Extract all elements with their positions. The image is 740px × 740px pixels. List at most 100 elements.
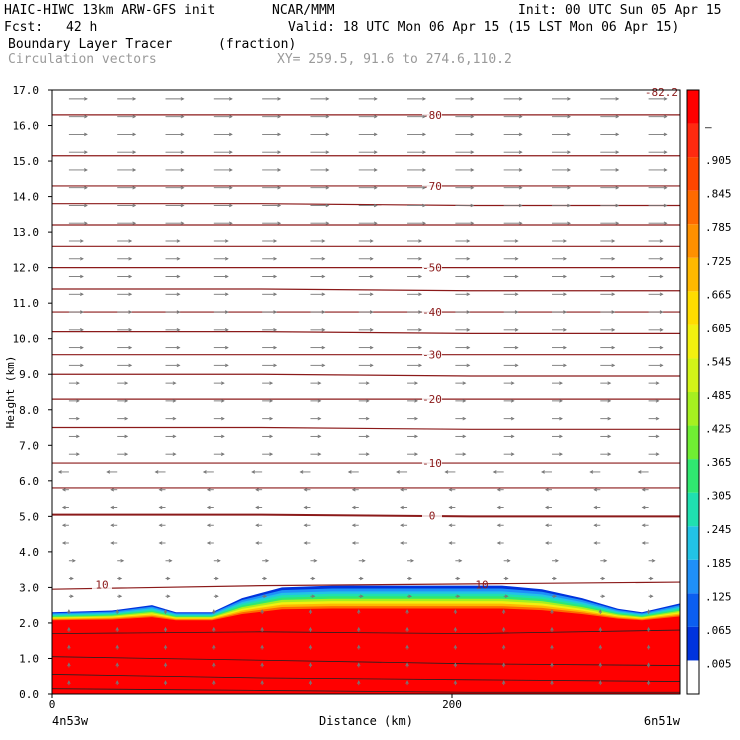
vector-head xyxy=(206,505,211,510)
vector-head xyxy=(351,505,356,510)
vector-head xyxy=(567,150,571,154)
vector-head xyxy=(514,363,519,368)
vector-head xyxy=(356,626,361,631)
vector-head xyxy=(128,257,133,261)
vector-head xyxy=(132,132,137,137)
vector-head xyxy=(567,168,571,172)
vector-head xyxy=(61,541,66,545)
vector-head xyxy=(277,203,282,208)
vector-head xyxy=(567,114,571,119)
vector-head xyxy=(72,559,76,563)
vector-head xyxy=(115,626,119,631)
vector-head xyxy=(400,487,404,492)
vector-head xyxy=(76,416,80,421)
colorbar-swatch xyxy=(687,626,699,661)
colorbar-label: .065 xyxy=(705,624,732,637)
vector-head xyxy=(448,505,453,510)
contour-label-bg xyxy=(92,578,112,591)
vector-head xyxy=(663,185,668,190)
vector-head xyxy=(277,150,282,154)
vector-head xyxy=(663,203,668,208)
vector-head xyxy=(80,345,84,350)
vector-head xyxy=(180,203,185,208)
contour-label-bg xyxy=(422,348,442,361)
vector-head xyxy=(365,434,370,439)
vector-head xyxy=(351,523,356,527)
vector-head xyxy=(593,505,598,510)
vector-head xyxy=(418,239,423,243)
vector-head xyxy=(260,644,264,649)
vector-head xyxy=(655,399,660,403)
vector-head xyxy=(220,434,225,439)
y-tick-label: 6.0 xyxy=(19,475,39,488)
vector-head xyxy=(176,239,181,243)
vector-head xyxy=(124,381,129,385)
vector-head xyxy=(202,470,207,474)
bl-line-0 xyxy=(51,629,681,635)
vector-head xyxy=(373,97,378,101)
vector-head xyxy=(501,680,506,684)
vector-head xyxy=(166,576,171,581)
vector-head xyxy=(400,505,404,510)
vector-head xyxy=(405,644,409,649)
vector-head xyxy=(260,662,264,667)
vector-head xyxy=(453,680,458,684)
vector-head xyxy=(67,644,71,649)
contour-label: -40 xyxy=(422,306,442,319)
vector-head xyxy=(663,97,668,101)
vector-head xyxy=(359,576,364,581)
colorbar-label: .365 xyxy=(705,456,732,469)
vector-head xyxy=(61,487,66,492)
vector-head xyxy=(550,662,554,667)
y-tick-label: 9.0 xyxy=(19,368,39,381)
y-tick-label: 15.0 xyxy=(13,155,40,168)
x-axis-label: Distance (km) xyxy=(319,714,413,728)
vector-head xyxy=(84,150,88,154)
vector-head xyxy=(405,662,409,667)
vector-head xyxy=(607,381,612,385)
vector-head xyxy=(553,576,557,581)
contour-label: 0 xyxy=(429,509,436,522)
vector-head xyxy=(369,274,374,279)
init-time: Init: 00 UTC Sun 05 Apr 15 xyxy=(518,3,722,18)
vector-head xyxy=(567,132,571,137)
colorbar-label: .605 xyxy=(705,322,732,335)
vector-head xyxy=(67,609,71,613)
vector-head xyxy=(325,168,330,172)
vector-head xyxy=(273,345,278,350)
vector-head xyxy=(373,185,378,190)
vector-head xyxy=(615,132,620,137)
vector-head xyxy=(603,559,608,563)
vector-head xyxy=(598,626,603,631)
vector-head xyxy=(659,363,664,368)
x-left-end-label: 4n53w xyxy=(52,714,89,728)
vector-head xyxy=(80,310,84,314)
vector-head xyxy=(224,310,229,314)
vector-head xyxy=(124,416,129,421)
contour-label-bg xyxy=(422,261,442,274)
vector-head xyxy=(544,487,549,492)
vector-head xyxy=(462,416,467,421)
vector-head xyxy=(325,150,330,154)
vector-head xyxy=(172,416,177,421)
vector-head xyxy=(641,523,646,527)
vector-head xyxy=(514,345,519,350)
vector-head xyxy=(321,363,326,368)
vector-head xyxy=(593,523,598,527)
colorbar-swatch xyxy=(687,559,699,594)
vector-head xyxy=(206,523,211,527)
contour-label-bg xyxy=(422,393,442,406)
contour-label: -30 xyxy=(422,349,442,362)
vector-head xyxy=(646,609,651,613)
vector-head xyxy=(277,185,282,190)
vector-head xyxy=(224,328,229,332)
vector-head xyxy=(540,470,545,474)
vector-head xyxy=(180,114,185,119)
vector-head xyxy=(422,114,427,119)
vector-head xyxy=(563,257,567,261)
vector-head xyxy=(496,505,501,510)
vector-head xyxy=(180,168,185,172)
vector-head xyxy=(559,381,563,385)
vector-head xyxy=(321,345,326,350)
vector-head xyxy=(228,203,233,208)
